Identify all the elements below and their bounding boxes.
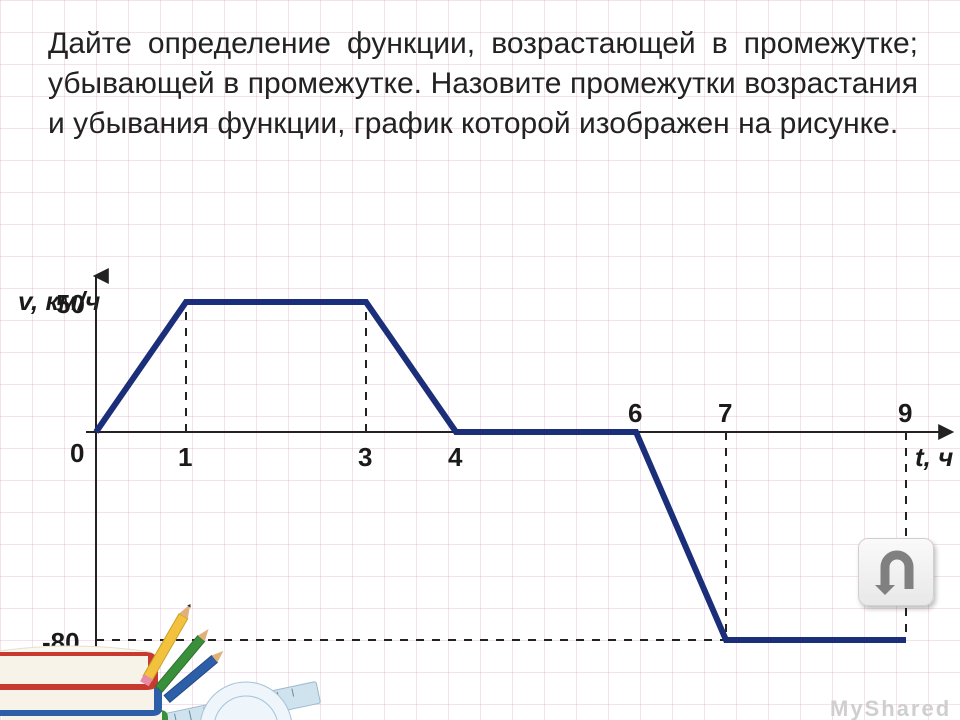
return-button[interactable] xyxy=(858,538,934,606)
books-decoration xyxy=(0,560,340,720)
watermark: MyShared xyxy=(830,696,951,720)
u-turn-icon xyxy=(869,549,923,595)
